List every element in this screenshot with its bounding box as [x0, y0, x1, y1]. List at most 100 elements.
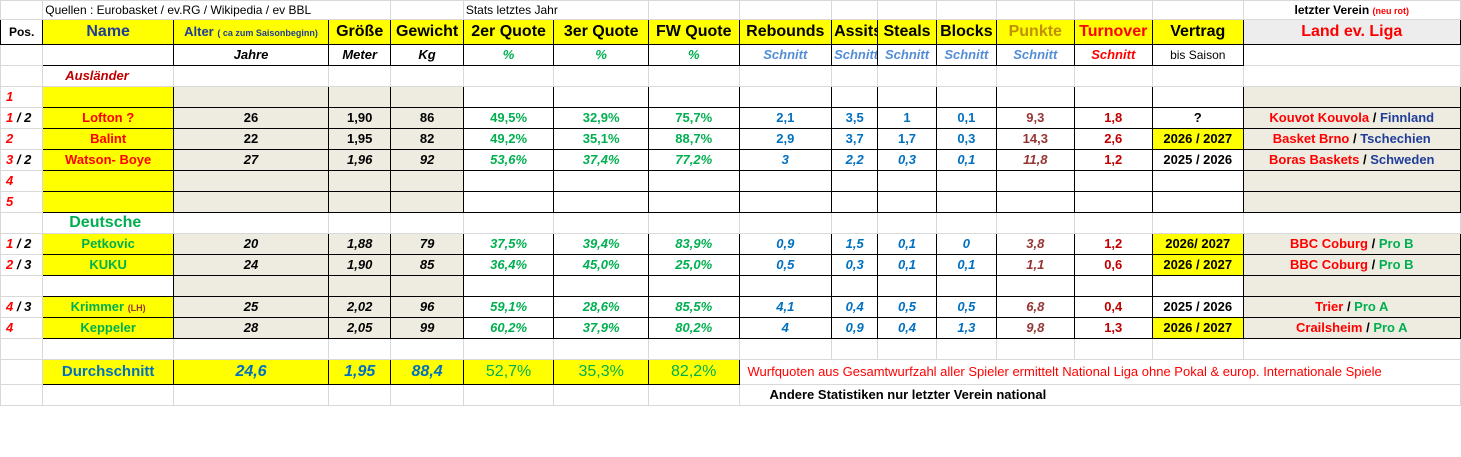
player-blk: 0,1: [935, 149, 998, 171]
player-q2: [462, 191, 555, 213]
unit-fw: %: [647, 44, 740, 66]
player-to: 2,6: [1073, 128, 1153, 150]
player-row: 1 / 2 Petkovic 20 1,88 79 37,5% 39,4% 83,9% 0,9…: [0, 233, 1461, 255]
player-height: 1,90: [327, 254, 392, 276]
average-height: 1,95: [327, 359, 392, 385]
player-height: [327, 191, 392, 213]
last-club-label: letzter Verein (neu rot): [1242, 0, 1461, 20]
player-to: [1073, 191, 1153, 213]
player-reb: 3: [738, 149, 833, 171]
player-contract: 2026/ 2027: [1151, 233, 1244, 255]
player-q3: 37,9%: [553, 317, 649, 339]
player-pts: 1,1: [996, 254, 1075, 276]
player-blk: 1,3: [935, 317, 998, 339]
player-club: Basket Brno / Tschechien: [1242, 128, 1461, 150]
player-contract: 2026 / 2027: [1151, 317, 1244, 339]
player-height: [327, 275, 392, 297]
player-q2: 59,1%: [462, 296, 555, 318]
player-club: Boras Baskets / Schweden: [1242, 149, 1461, 171]
player-position: [0, 275, 44, 297]
player-height: 1,95: [327, 128, 392, 150]
note-other-stats: Andere Statistiken nur letzter Verein na…: [738, 384, 1461, 406]
player-contract: 2025 / 2026: [1151, 149, 1244, 171]
player-pts: [996, 275, 1075, 297]
player-name: [42, 86, 175, 108]
player-q3: [553, 86, 649, 108]
section-foreign-label: Ausländer: [42, 65, 175, 87]
player-position: 3 / 2: [0, 149, 44, 171]
col-header-q2: 2er Quote: [462, 19, 555, 45]
player-fw: [647, 86, 740, 108]
player-age: [173, 275, 329, 297]
player-name: KUKU: [42, 254, 175, 276]
col-header-fw: FW Quote: [647, 19, 740, 45]
player-pts: 6,8: [996, 296, 1075, 318]
player-age: [173, 170, 329, 192]
player-pts: 3,8: [996, 233, 1075, 255]
player-weight: 86: [390, 107, 464, 129]
player-age: 27: [173, 149, 329, 171]
player-height: 2,05: [327, 317, 392, 339]
player-row: 1: [0, 86, 1461, 108]
player-blk: [935, 86, 998, 108]
player-q2: [462, 170, 555, 192]
player-fw: 88,7%: [647, 128, 740, 150]
unit-ast: Schnitt: [831, 44, 879, 66]
player-blk: 0,3: [935, 128, 998, 150]
player-q3: [553, 275, 649, 297]
player-to: 1,2: [1073, 233, 1153, 255]
player-reb: 2,1: [738, 107, 833, 129]
player-q3: 28,6%: [553, 296, 649, 318]
player-stl: 0,5: [877, 296, 937, 318]
sources-text: Quellen : Eurobasket / ev.RG / Wikipedia…: [42, 0, 392, 20]
player-reb: 2,9: [738, 128, 833, 150]
note-row: Andere Statistiken nur letzter Verein na…: [0, 384, 1461, 406]
player-age: 25: [173, 296, 329, 318]
player-ast: 0,3: [831, 254, 879, 276]
player-blk: [935, 275, 998, 297]
player-age: 24: [173, 254, 329, 276]
source-row: Quellen : Eurobasket / ev.RG / Wikipedia…: [0, 0, 1461, 20]
player-club: Trier / Pro A: [1242, 296, 1461, 318]
player-weight: 79: [390, 233, 464, 255]
player-pts: [996, 170, 1075, 192]
unit-q2: %: [462, 44, 555, 66]
player-stl: [877, 191, 937, 213]
stats-label: Stats letztes Jahr: [462, 0, 649, 20]
player-reb: [738, 191, 833, 213]
player-row: 2 / 3 KUKU 24 1,90 85 36,4% 45,0% 25,0% 0,5 0,3 0…: [0, 254, 1461, 276]
player-q2: [462, 86, 555, 108]
player-age: [173, 191, 329, 213]
player-ast: [831, 275, 879, 297]
player-blk: 0,1: [935, 107, 998, 129]
player-height: 2,02: [327, 296, 392, 318]
average-row: Durchschnitt 24,6 1,95 88,4 52,7% 35,3% …: [0, 359, 1461, 385]
player-ast: 0,9: [831, 317, 879, 339]
player-club: BBC Coburg / Pro B: [1242, 233, 1461, 255]
col-header-blk: Blocks: [935, 19, 998, 45]
unit-stl: Schnitt: [877, 44, 937, 66]
player-blk: 0,1: [935, 254, 998, 276]
player-blk: 0: [935, 233, 998, 255]
player-age: [173, 86, 329, 108]
player-pts: 9,3: [996, 107, 1075, 129]
player-club: [1242, 191, 1461, 213]
player-fw: [647, 275, 740, 297]
player-position: 1 / 2: [0, 233, 44, 255]
player-q3: 39,4%: [553, 233, 649, 255]
player-stl: 0,1: [877, 233, 937, 255]
player-q2: [462, 275, 555, 297]
average-fw: 82,2%: [647, 359, 740, 385]
section-row-german: Deutsche: [0, 212, 1461, 234]
col-header-pos: Pos.: [0, 19, 44, 45]
player-q2: 53,6%: [462, 149, 555, 171]
player-ast: [831, 191, 879, 213]
player-weight: 82: [390, 128, 464, 150]
player-reb: [738, 275, 833, 297]
player-age: 28: [173, 317, 329, 339]
player-stl: 0,4: [877, 317, 937, 339]
unit-height: Meter: [327, 44, 392, 66]
unit-age: Jahre: [173, 44, 329, 66]
col-header-height: Größe: [327, 19, 392, 45]
player-row: 4 Keppeler 28 2,05 99 60,2% 37,9% 80,2% 4 0,9 0,4…: [0, 317, 1461, 339]
